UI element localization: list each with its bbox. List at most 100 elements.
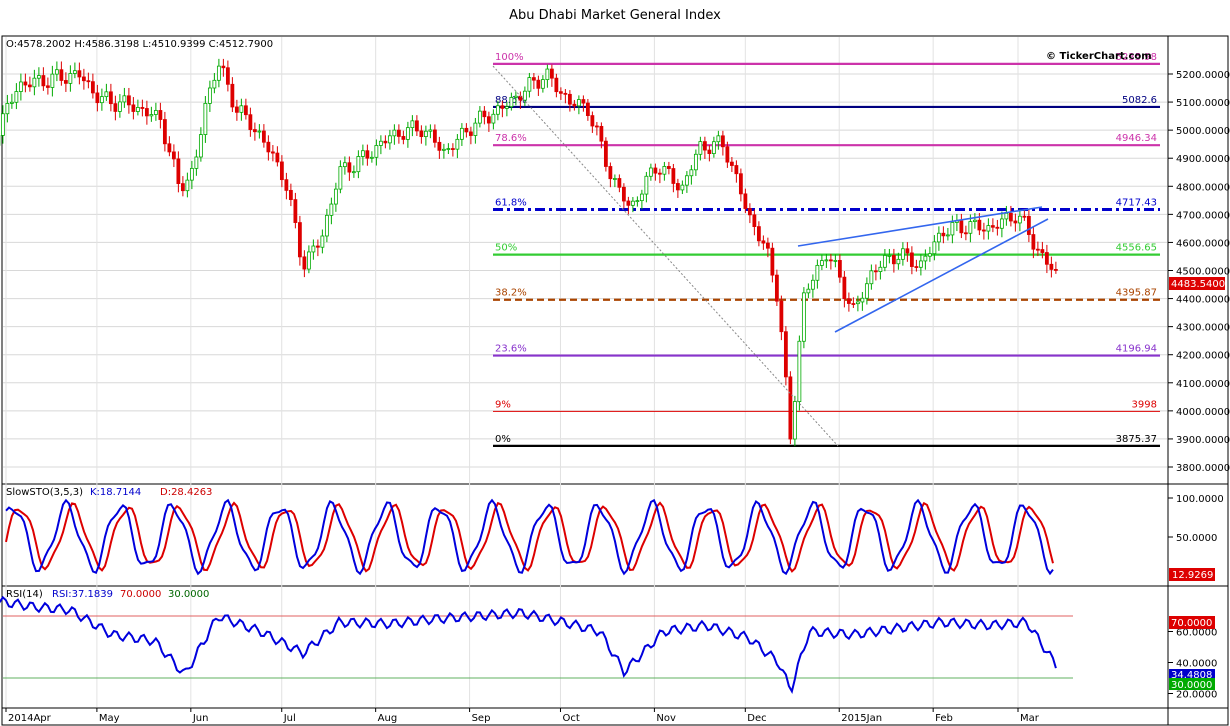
candle-body <box>5 103 10 115</box>
candle-body <box>747 208 752 216</box>
fib-level-percent: 23.6% <box>495 344 527 355</box>
rsi-30-label: 30.0000 <box>1171 680 1212 691</box>
candle-body <box>770 247 775 276</box>
candle-body <box>716 135 721 143</box>
candle-body <box>630 200 635 206</box>
candle-body <box>27 84 32 88</box>
candle-body <box>77 70 82 78</box>
candle-body <box>698 141 703 155</box>
candle-body <box>540 79 545 89</box>
candle-body <box>23 81 28 86</box>
candle-body <box>581 99 586 104</box>
candle-body <box>45 85 50 88</box>
candle-body <box>873 270 878 273</box>
candle-body <box>342 162 347 168</box>
candle-body <box>1053 269 1058 271</box>
fib-level-value: 4395.87 <box>1116 288 1157 299</box>
candle-body <box>104 91 109 98</box>
candle-body <box>162 119 167 145</box>
candle-body <box>1022 215 1027 218</box>
candle-body <box>491 113 496 124</box>
candle-body <box>788 376 793 440</box>
candle-body <box>603 140 608 167</box>
candle-body <box>428 129 433 132</box>
candle-body <box>693 153 698 171</box>
candle-body <box>158 110 163 120</box>
candle-body <box>752 214 757 228</box>
lower-trendline <box>834 218 1049 333</box>
candle-body <box>351 171 356 174</box>
price-tick-label: 5200.0000 <box>1176 70 1230 81</box>
candle-body <box>527 77 532 92</box>
price-tick-label: 4900.0000 <box>1176 154 1230 165</box>
candle-body <box>864 283 869 299</box>
stochastic-lines <box>5 498 1054 576</box>
candle-body <box>392 129 397 137</box>
candle-body <box>522 90 527 101</box>
candle-body <box>941 232 946 237</box>
candle-body <box>797 340 802 402</box>
candle-body <box>432 129 437 143</box>
candle-body <box>963 232 968 235</box>
candle-body <box>140 107 145 109</box>
candle-body <box>333 188 338 205</box>
rsi-70-label: 70.0000 <box>1171 618 1212 629</box>
candle-body <box>909 252 914 267</box>
stoch-last-value: 12.9269 <box>1172 570 1213 581</box>
fib-level-percent: 9% <box>495 399 511 410</box>
candle-body <box>144 108 149 117</box>
stoch-tick-label: 100.0000 <box>1176 494 1224 505</box>
price-candles <box>0 58 1058 447</box>
candle-body <box>32 77 37 88</box>
candle-body <box>1004 212 1009 220</box>
candle-body <box>459 127 464 140</box>
candle-body <box>878 266 883 272</box>
candle-body <box>284 179 289 191</box>
candle-body <box>968 221 973 234</box>
candle-body <box>563 92 568 95</box>
candle-body <box>36 75 41 79</box>
candle-body <box>293 199 298 223</box>
candle-body <box>383 140 388 144</box>
candle-body <box>1017 215 1022 224</box>
time-axis-frame <box>1 707 1169 726</box>
candle-body <box>923 255 928 262</box>
rsi-line <box>0 595 1057 694</box>
rsi-tick-label: 20.0000 <box>1176 690 1217 701</box>
candle-body <box>189 167 194 181</box>
candle-body <box>981 229 986 232</box>
candle-body <box>612 178 617 180</box>
candle-body <box>180 183 185 192</box>
candle-body <box>927 253 932 257</box>
candle-body <box>626 200 631 206</box>
candle-body <box>801 292 806 342</box>
candle-body <box>167 143 172 153</box>
price-tick-label: 4800.0000 <box>1176 182 1230 193</box>
price-tick-label: 4500.0000 <box>1176 267 1230 278</box>
last-price-label: 4483.5400 <box>1171 279 1225 290</box>
candle-body <box>95 92 100 104</box>
stoch-k-line <box>5 498 1054 576</box>
candle-body <box>225 67 230 85</box>
candle-body <box>720 135 725 148</box>
candle-body <box>549 68 554 79</box>
candle-body <box>315 245 320 248</box>
candle-body <box>936 232 941 243</box>
candle-body <box>356 156 361 173</box>
candle-body <box>441 148 446 151</box>
candle-body <box>63 80 68 84</box>
rsi-tick-label: 40.0000 <box>1176 659 1217 670</box>
candle-body <box>653 167 658 174</box>
candle-body <box>1026 215 1031 235</box>
candle-body <box>252 129 257 133</box>
candle-body <box>860 297 865 303</box>
last-price-badge <box>1169 277 1225 290</box>
time-tick-label: Mar <box>1020 713 1040 724</box>
candle-body <box>185 179 190 192</box>
candle-body <box>846 298 851 304</box>
candle-body <box>639 193 644 202</box>
candle-body <box>369 156 374 159</box>
stoch-d-line <box>5 501 1054 573</box>
candle-body <box>729 161 734 166</box>
